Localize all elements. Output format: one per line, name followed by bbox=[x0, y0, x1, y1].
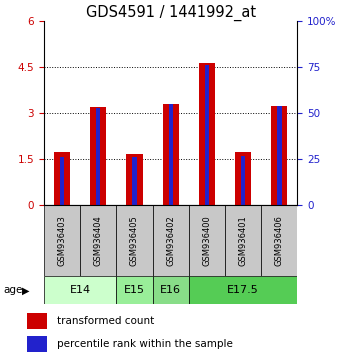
Text: E14: E14 bbox=[70, 285, 91, 295]
Bar bbox=[96, 108, 100, 205]
Text: ▶: ▶ bbox=[22, 285, 29, 295]
Bar bbox=[27, 313, 47, 329]
Bar bbox=[271, 105, 288, 205]
Bar bbox=[189, 276, 297, 304]
Bar bbox=[60, 158, 64, 205]
Text: E17.5: E17.5 bbox=[227, 285, 259, 295]
Bar bbox=[225, 205, 261, 276]
Title: GDS4591 / 1441992_at: GDS4591 / 1441992_at bbox=[86, 5, 256, 21]
Bar bbox=[27, 336, 47, 352]
Text: GSM936404: GSM936404 bbox=[94, 215, 103, 266]
Bar bbox=[235, 152, 251, 205]
Bar bbox=[189, 205, 225, 276]
Text: GSM936402: GSM936402 bbox=[166, 215, 175, 266]
Bar bbox=[116, 205, 152, 276]
Text: transformed count: transformed count bbox=[57, 316, 155, 326]
Bar bbox=[152, 205, 189, 276]
Bar bbox=[199, 63, 215, 205]
Bar bbox=[277, 106, 282, 205]
Bar bbox=[44, 276, 116, 304]
Bar bbox=[132, 158, 137, 205]
Text: GSM936403: GSM936403 bbox=[57, 215, 67, 266]
Bar bbox=[126, 154, 143, 205]
Text: GSM936405: GSM936405 bbox=[130, 215, 139, 266]
Bar bbox=[261, 205, 297, 276]
Bar bbox=[163, 104, 179, 205]
Bar bbox=[54, 152, 70, 205]
Bar bbox=[241, 156, 245, 205]
Text: GSM936400: GSM936400 bbox=[202, 215, 211, 266]
Bar bbox=[80, 205, 116, 276]
Bar bbox=[90, 107, 106, 205]
Bar bbox=[152, 276, 189, 304]
Text: GSM936406: GSM936406 bbox=[275, 215, 284, 266]
Text: E16: E16 bbox=[160, 285, 181, 295]
Bar bbox=[205, 65, 209, 205]
Text: age: age bbox=[3, 285, 23, 295]
Bar bbox=[116, 276, 152, 304]
Bar bbox=[169, 104, 173, 205]
Bar bbox=[44, 205, 80, 276]
Text: GSM936401: GSM936401 bbox=[239, 215, 248, 266]
Text: E15: E15 bbox=[124, 285, 145, 295]
Text: percentile rank within the sample: percentile rank within the sample bbox=[57, 339, 233, 349]
